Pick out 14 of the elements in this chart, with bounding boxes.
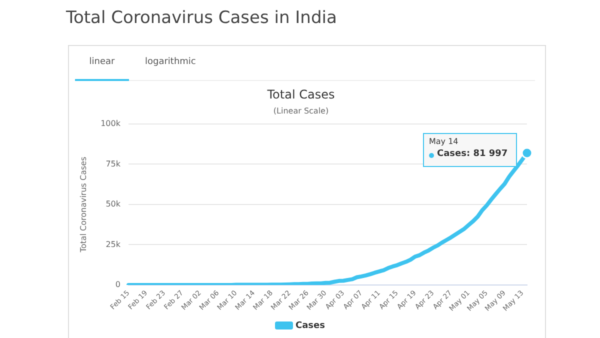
y-tick-label: 75k <box>106 159 121 168</box>
annotation: May 14 <box>429 136 458 146</box>
y-tick-label: 25k <box>106 240 121 249</box>
text: linear <box>75 46 129 81</box>
y-axis-title: Total Coronavirus Cases <box>78 156 88 254</box>
annotation: Cases: 81 997 <box>437 148 508 159</box>
y-tick-label: 0 <box>115 280 120 290</box>
y-tick-label: 50k <box>106 200 121 209</box>
chart-title: Total Cases <box>266 87 335 102</box>
text: Total Coronavirus Cases in India <box>66 8 337 28</box>
legend-label: Cases <box>296 320 325 331</box>
text: logarithmic <box>145 56 196 69</box>
y-tick-label: 100k <box>100 119 121 128</box>
chart-subtitle: (Linear Scale) <box>273 106 329 116</box>
